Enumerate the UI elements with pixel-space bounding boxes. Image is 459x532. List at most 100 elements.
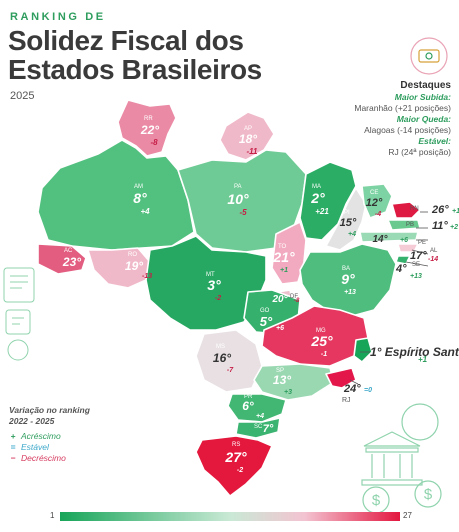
- state-code-to: TO: [278, 244, 287, 250]
- scale-min-label: 1: [50, 511, 55, 520]
- state-code-mg: MG: [316, 328, 326, 334]
- rank-label-go: 5°: [260, 314, 273, 329]
- stable-label: Estável:: [418, 136, 451, 146]
- legend-increase: + Acréscimo: [9, 431, 90, 442]
- rank-label-pe: 14°: [372, 234, 388, 245]
- change-label-pi: +4: [348, 231, 356, 238]
- change-label-go: +6: [276, 325, 284, 332]
- svg-text:$: $: [424, 486, 433, 503]
- legend-title-line-2: 2022 - 2025: [9, 416, 55, 426]
- rank-label-sp: 13°: [273, 373, 291, 387]
- change-label-ac: -2: [82, 267, 88, 274]
- state-code-ba: BA: [342, 266, 350, 272]
- highlights-heading: Destaques: [400, 80, 451, 91]
- state-am[interactable]: [37, 139, 195, 251]
- change-label-am: +4: [140, 207, 150, 216]
- change-label-df: -8: [294, 298, 300, 304]
- state-code-go: GO: [260, 308, 270, 314]
- rank-label-mg: 25°: [310, 333, 333, 349]
- state-pe[interactable]: [359, 231, 419, 243]
- change-label-ro: -13: [142, 273, 152, 280]
- state-code-pr: PR: [244, 394, 253, 400]
- decor-money-icon: [410, 37, 448, 75]
- minus-icon: −: [10, 453, 16, 463]
- state-pi[interactable]: [325, 187, 367, 251]
- rank-label-ro: 19°: [125, 259, 143, 273]
- change-label-pa: -5: [239, 208, 247, 217]
- state-code-rr: RR: [144, 116, 153, 122]
- state-es[interactable]: [353, 337, 373, 363]
- change-label-ma: +21: [315, 207, 329, 216]
- change-label-sp: +3: [284, 389, 292, 396]
- change-label-ce: -4: [375, 211, 381, 218]
- change-label-to: +1: [280, 267, 288, 274]
- state-rj[interactable]: [325, 367, 357, 389]
- biggest-drop-value: Alagoas (-14 posições): [364, 125, 451, 135]
- state-rs[interactable]: [195, 435, 273, 497]
- change-label-pb: +2: [450, 224, 458, 231]
- state-code-ac: AC: [64, 248, 73, 254]
- rank-label-to: 21°: [272, 249, 295, 265]
- change-label-rj: =0: [364, 387, 372, 394]
- change-label-ap: -11: [247, 147, 259, 156]
- state-ce[interactable]: [361, 183, 393, 219]
- state-code-ce: CE: [370, 190, 378, 196]
- rank-label-ba: 9°: [341, 271, 355, 287]
- rank-label-ap: 18°: [239, 132, 257, 146]
- svg-text:$: $: [372, 492, 381, 509]
- state-pa[interactable]: [177, 149, 307, 253]
- state-code-ms: MS: [216, 344, 225, 350]
- state-code-pi: PI: [344, 210, 350, 216]
- state-ms[interactable]: [195, 329, 263, 393]
- rank-label-se: 4°: [395, 263, 407, 275]
- state-shapes: [37, 99, 421, 497]
- state-labels: 22° -8 18° -11 8° +4 10° -5 2° +21 12° -…: [62, 123, 459, 474]
- legend-title: Variação no ranking 2022 - 2025: [9, 405, 90, 427]
- rank-label-sc: 7°: [263, 423, 274, 435]
- state-code-ap: AP: [244, 126, 252, 132]
- state-code-pb: PB: [406, 222, 414, 228]
- legend-title-line-1: Variação no ranking: [9, 405, 90, 415]
- state-ba[interactable]: [299, 243, 397, 317]
- rank-label-pi: 15°: [340, 217, 357, 229]
- state-ap[interactable]: [219, 111, 275, 161]
- rank-label-rn: 26°: [431, 204, 449, 216]
- legend-stable: = Estável: [9, 442, 90, 453]
- variation-legend: Variação no ranking 2022 - 2025 + Acrésc…: [9, 405, 90, 464]
- state-code-sc: SC: [254, 424, 263, 430]
- legend-decrease: − Decréscimo: [9, 453, 90, 464]
- state-codes: RR AP AM PA MA CE PI AC RO TO BA MT GO M…: [64, 116, 378, 448]
- state-sc[interactable]: [235, 417, 281, 439]
- state-rr[interactable]: [117, 99, 177, 157]
- biggest-drop-label: Maior Queda:: [396, 114, 451, 124]
- plus-icon: +: [10, 431, 16, 441]
- highlights-panel: Destaques Maior Subida: Maranhão (+21 po…: [354, 80, 451, 158]
- rank-label-ce: 12°: [366, 197, 383, 209]
- state-pb[interactable]: [387, 219, 421, 231]
- rank-label-mt: 3°: [207, 277, 221, 293]
- connector-lines: [349, 211, 429, 385]
- rank-label-pr: 6°: [242, 399, 254, 413]
- year-label: 2025: [10, 90, 35, 102]
- biggest-rise-value: Maranhão (+21 posições): [354, 103, 451, 113]
- state-code-pe: PE: [418, 240, 426, 246]
- decor-left-docs: [3, 267, 35, 361]
- title-line-1: Solidez Fiscal dos: [8, 25, 244, 56]
- rank-label-ac: 23°: [62, 255, 81, 269]
- state-code-mt: MT: [206, 272, 215, 278]
- state-ac[interactable]: [37, 243, 87, 275]
- change-label-se: +13: [410, 273, 422, 280]
- change-label-pe: +6: [400, 237, 408, 244]
- state-sp[interactable]: [253, 363, 335, 401]
- rank-label-pa: 10°: [227, 191, 249, 207]
- change-label-es: +1: [418, 355, 428, 364]
- rank-label-am: 8°: [133, 190, 147, 206]
- state-rn[interactable]: [391, 201, 421, 219]
- equals-icon: =: [10, 442, 16, 452]
- rank-label-es: 1° Espírito Santo: [370, 345, 459, 359]
- change-label-al: -14: [428, 256, 438, 263]
- legend-increase-label: Acréscimo: [21, 431, 61, 441]
- state-pr[interactable]: [227, 393, 287, 423]
- change-label-pr: +4: [256, 413, 264, 420]
